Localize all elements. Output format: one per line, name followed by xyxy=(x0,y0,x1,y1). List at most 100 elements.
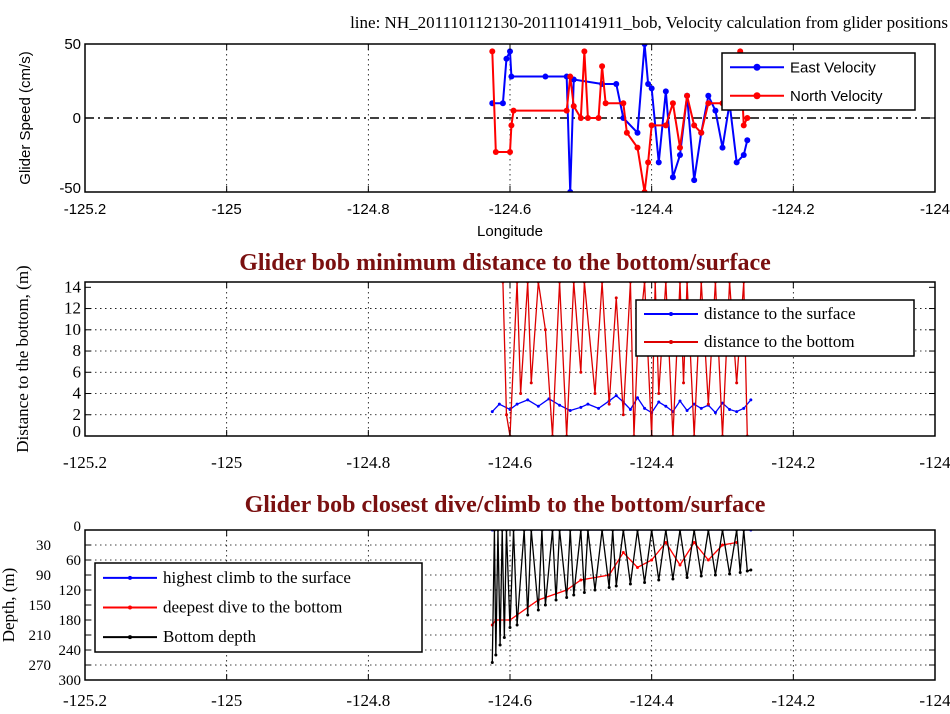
legend-box xyxy=(635,299,915,357)
x-tick-label: -125.2 xyxy=(64,201,107,218)
data-point xyxy=(713,573,717,577)
data-point xyxy=(712,107,719,114)
data-point xyxy=(643,581,647,584)
data-point xyxy=(738,571,742,574)
subplot-2: -125.2 -125 -124.8 -124.6 -124.4 -124.2 -124 02… xyxy=(13,250,950,472)
legend-entry-label: deepest dive to the bottom xyxy=(163,598,342,617)
data-point xyxy=(699,406,703,410)
x-axis-label: Longitude xyxy=(477,223,543,240)
y-tick-label: 300 xyxy=(59,673,82,689)
data-point xyxy=(508,122,515,129)
data-point xyxy=(657,400,661,404)
legend: highest climb to the surface deepest dive… xyxy=(94,562,423,653)
data-point xyxy=(719,144,726,151)
legend-entry-label: East Velocity xyxy=(790,59,876,76)
data-point xyxy=(621,551,625,554)
data-point xyxy=(526,613,530,617)
data-point xyxy=(543,603,547,607)
data-point xyxy=(504,413,508,417)
legend-swatch-marker xyxy=(128,575,132,580)
data-point xyxy=(620,100,627,107)
y-tick-label: 12 xyxy=(64,299,81,318)
x-tick-label: -124.6 xyxy=(489,201,532,218)
data-point xyxy=(744,137,751,144)
x-tick-label: -124.2 xyxy=(771,691,815,710)
data-point xyxy=(628,407,632,411)
data-point xyxy=(515,402,519,406)
legend-swatch-marker xyxy=(753,63,761,71)
data-point xyxy=(745,569,749,573)
legend-entry-label: North Velocity xyxy=(790,88,883,105)
y-axis-label: Distance to the bottom, (m) xyxy=(13,265,32,452)
data-point xyxy=(645,80,652,87)
data-point xyxy=(698,129,705,136)
data-point xyxy=(685,409,689,413)
data-point xyxy=(728,572,732,576)
legend: distance to the surface distance to the b… xyxy=(635,299,915,357)
legend-entry-label: highest climb to the surface xyxy=(163,568,351,587)
data-point xyxy=(728,407,732,411)
y-tick-label: 14 xyxy=(64,277,82,296)
x-tick-label: -125 xyxy=(212,201,242,218)
data-point xyxy=(607,402,611,406)
x-tick-label: -124.4 xyxy=(630,201,673,218)
subplot-1: -125.2 -125 -124.8 -124.6 -124.4 -124.2 -124 -5… xyxy=(17,13,950,240)
data-point xyxy=(735,410,739,414)
data-point xyxy=(678,399,682,403)
data-point xyxy=(662,88,669,95)
data-point xyxy=(699,574,703,578)
x-tick-label: -124.8 xyxy=(346,453,390,472)
data-point xyxy=(691,122,698,129)
data-point xyxy=(499,100,506,107)
data-point xyxy=(614,394,618,398)
y-tick-label: 270 xyxy=(29,658,52,674)
series-north-velocity xyxy=(489,48,751,192)
data-point xyxy=(648,85,655,92)
data-point xyxy=(507,48,513,55)
data-point xyxy=(602,100,609,107)
data-point xyxy=(623,129,630,136)
data-point xyxy=(613,80,620,87)
data-point xyxy=(582,591,586,594)
data-point xyxy=(577,115,584,121)
data-point xyxy=(536,404,540,408)
series-line xyxy=(491,51,749,192)
legend-box xyxy=(721,52,916,111)
x-tick-label: -125 xyxy=(211,453,242,472)
data-point xyxy=(643,406,647,410)
data-point xyxy=(593,392,597,396)
y-tick-label: 0 xyxy=(73,110,81,127)
data-point xyxy=(735,381,739,385)
data-point xyxy=(570,103,577,110)
y-tick-label: 90 xyxy=(36,568,51,584)
data-point xyxy=(744,115,751,121)
legend-swatch-marker xyxy=(669,340,673,344)
data-point xyxy=(565,596,569,599)
data-point xyxy=(706,402,710,406)
data-point xyxy=(515,623,519,627)
y-tick-label: 50 xyxy=(64,36,81,53)
data-point xyxy=(740,122,747,129)
data-point xyxy=(579,578,583,582)
x-tick-label: -124.8 xyxy=(346,691,390,710)
legend-swatch-marker xyxy=(128,605,132,610)
data-point xyxy=(662,122,669,129)
data-point xyxy=(536,608,540,612)
series-line xyxy=(491,541,737,626)
data-point xyxy=(607,586,611,589)
legend-entry-label: distance to the bottom xyxy=(704,332,855,351)
series-line xyxy=(491,394,752,414)
legend-swatch-marker xyxy=(128,635,132,640)
y-tick-label: 4 xyxy=(73,384,82,403)
data-point xyxy=(579,405,583,409)
y-tick-label: 30 xyxy=(36,538,51,554)
data-point xyxy=(563,107,570,114)
data-point xyxy=(621,413,625,417)
data-point xyxy=(597,406,601,410)
y-tick-label: 180 xyxy=(59,613,82,629)
data-point xyxy=(692,541,696,544)
data-point xyxy=(497,402,501,406)
data-point xyxy=(492,149,499,156)
data-point xyxy=(634,129,641,136)
